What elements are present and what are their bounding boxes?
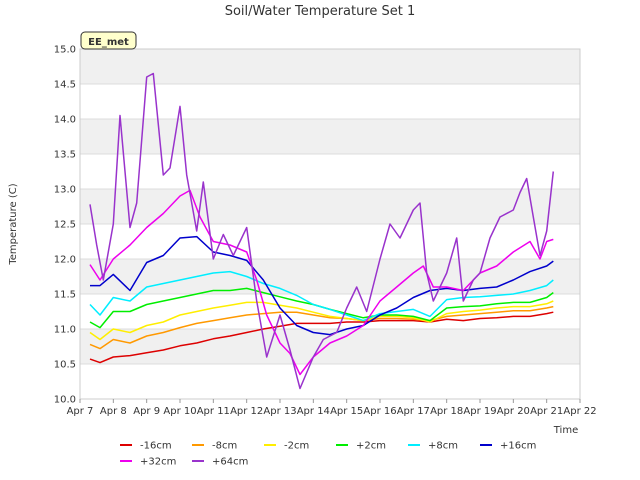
chart-title: Soil/Water Temperature Set 1 <box>225 4 416 19</box>
grid-bands <box>80 48 580 400</box>
series-line-8cm <box>89 270 554 322</box>
legend-item: -2cm <box>264 441 309 452</box>
x-tick-label: Apr 20 <box>497 406 530 417</box>
grid-band <box>80 259 580 294</box>
y-axis: 10.0 10.5 11.0 11.5 12.0 12.5 13.0 13.5 14.0 14.5… <box>54 45 76 406</box>
y-tick-label: 13.5 <box>54 150 76 161</box>
legend-item: -8cm <box>192 441 237 452</box>
x-tick-label: Apr 14 <box>297 406 330 417</box>
grid-band <box>80 189 580 224</box>
x-tick-label: Apr 9 <box>133 406 160 417</box>
x-tick-label: Apr 18 <box>430 406 463 417</box>
legend-label: -8cm <box>212 441 237 452</box>
y-tick-label: 12.5 <box>54 220 76 231</box>
grid-band <box>80 49 580 84</box>
series-line-16cm <box>89 311 554 364</box>
y-tick-label: 11.0 <box>54 325 76 336</box>
x-tick-label: Apr 7 <box>67 406 94 417</box>
legend-item: +2cm <box>336 441 386 452</box>
y-tick-label: 11.5 <box>54 290 76 301</box>
x-tick-label: Apr 11 <box>197 406 230 417</box>
legend-item: -16cm <box>120 441 172 452</box>
series-line-64cm <box>89 72 555 390</box>
legend: -16cm -8cm -2cm +2cm +8cm +16cm +32cm +64cm <box>120 441 536 468</box>
x-tick-label: Apr 17 <box>397 406 430 417</box>
legend-label: +64cm <box>212 457 248 468</box>
station-badge-label: EE_met <box>88 37 129 48</box>
x-axis-label: Time <box>553 425 578 436</box>
grid-band <box>80 119 580 154</box>
legend-item: +8cm <box>408 441 458 452</box>
legend-item: +32cm <box>120 457 176 468</box>
x-tick-label: Apr 10 <box>163 406 196 417</box>
x-tick-label: Apr 15 <box>330 406 363 417</box>
y-tick-label: 10.0 <box>54 395 76 406</box>
x-tick-label: Apr 16 <box>363 406 396 417</box>
x-tick-label: Apr 13 <box>263 406 296 417</box>
y-tick-label: 14.0 <box>54 115 76 126</box>
legend-label: +32cm <box>140 457 176 468</box>
plot-area <box>79 48 581 400</box>
series-lines <box>89 72 555 390</box>
x-axis: Apr 7 Apr 8 Apr 9 Apr 10 Apr 11 Apr 12 Apr 13 A… <box>67 399 597 417</box>
legend-item: +64cm <box>192 457 248 468</box>
x-tick-label: Apr 12 <box>230 406 263 417</box>
y-tick-label: 13.0 <box>54 185 76 196</box>
x-tick-label: Apr 19 <box>463 406 496 417</box>
legend-item: +16cm <box>480 441 536 452</box>
y-tick-label: 12.0 <box>54 255 76 266</box>
station-badge: EE_met <box>80 31 137 50</box>
legend-label: +16cm <box>500 441 536 452</box>
legend-label: -16cm <box>140 441 172 452</box>
y-tick-label: 10.5 <box>54 360 76 371</box>
y-tick-label: 15.0 <box>54 45 76 56</box>
series-line-8cm <box>89 305 554 350</box>
legend-label: +2cm <box>356 441 386 452</box>
x-tick-label: Apr 8 <box>100 406 127 417</box>
x-tick-label: Apr 22 <box>563 406 596 417</box>
series-line-2cm <box>89 300 554 341</box>
y-axis-label: Temperature (C) <box>8 183 19 265</box>
y-tick-label: 14.5 <box>54 80 76 91</box>
legend-label: -2cm <box>284 441 309 452</box>
legend-label: +8cm <box>428 441 458 452</box>
x-tick-label: Apr 21 <box>530 406 563 417</box>
series-line-16cm <box>90 235 554 336</box>
